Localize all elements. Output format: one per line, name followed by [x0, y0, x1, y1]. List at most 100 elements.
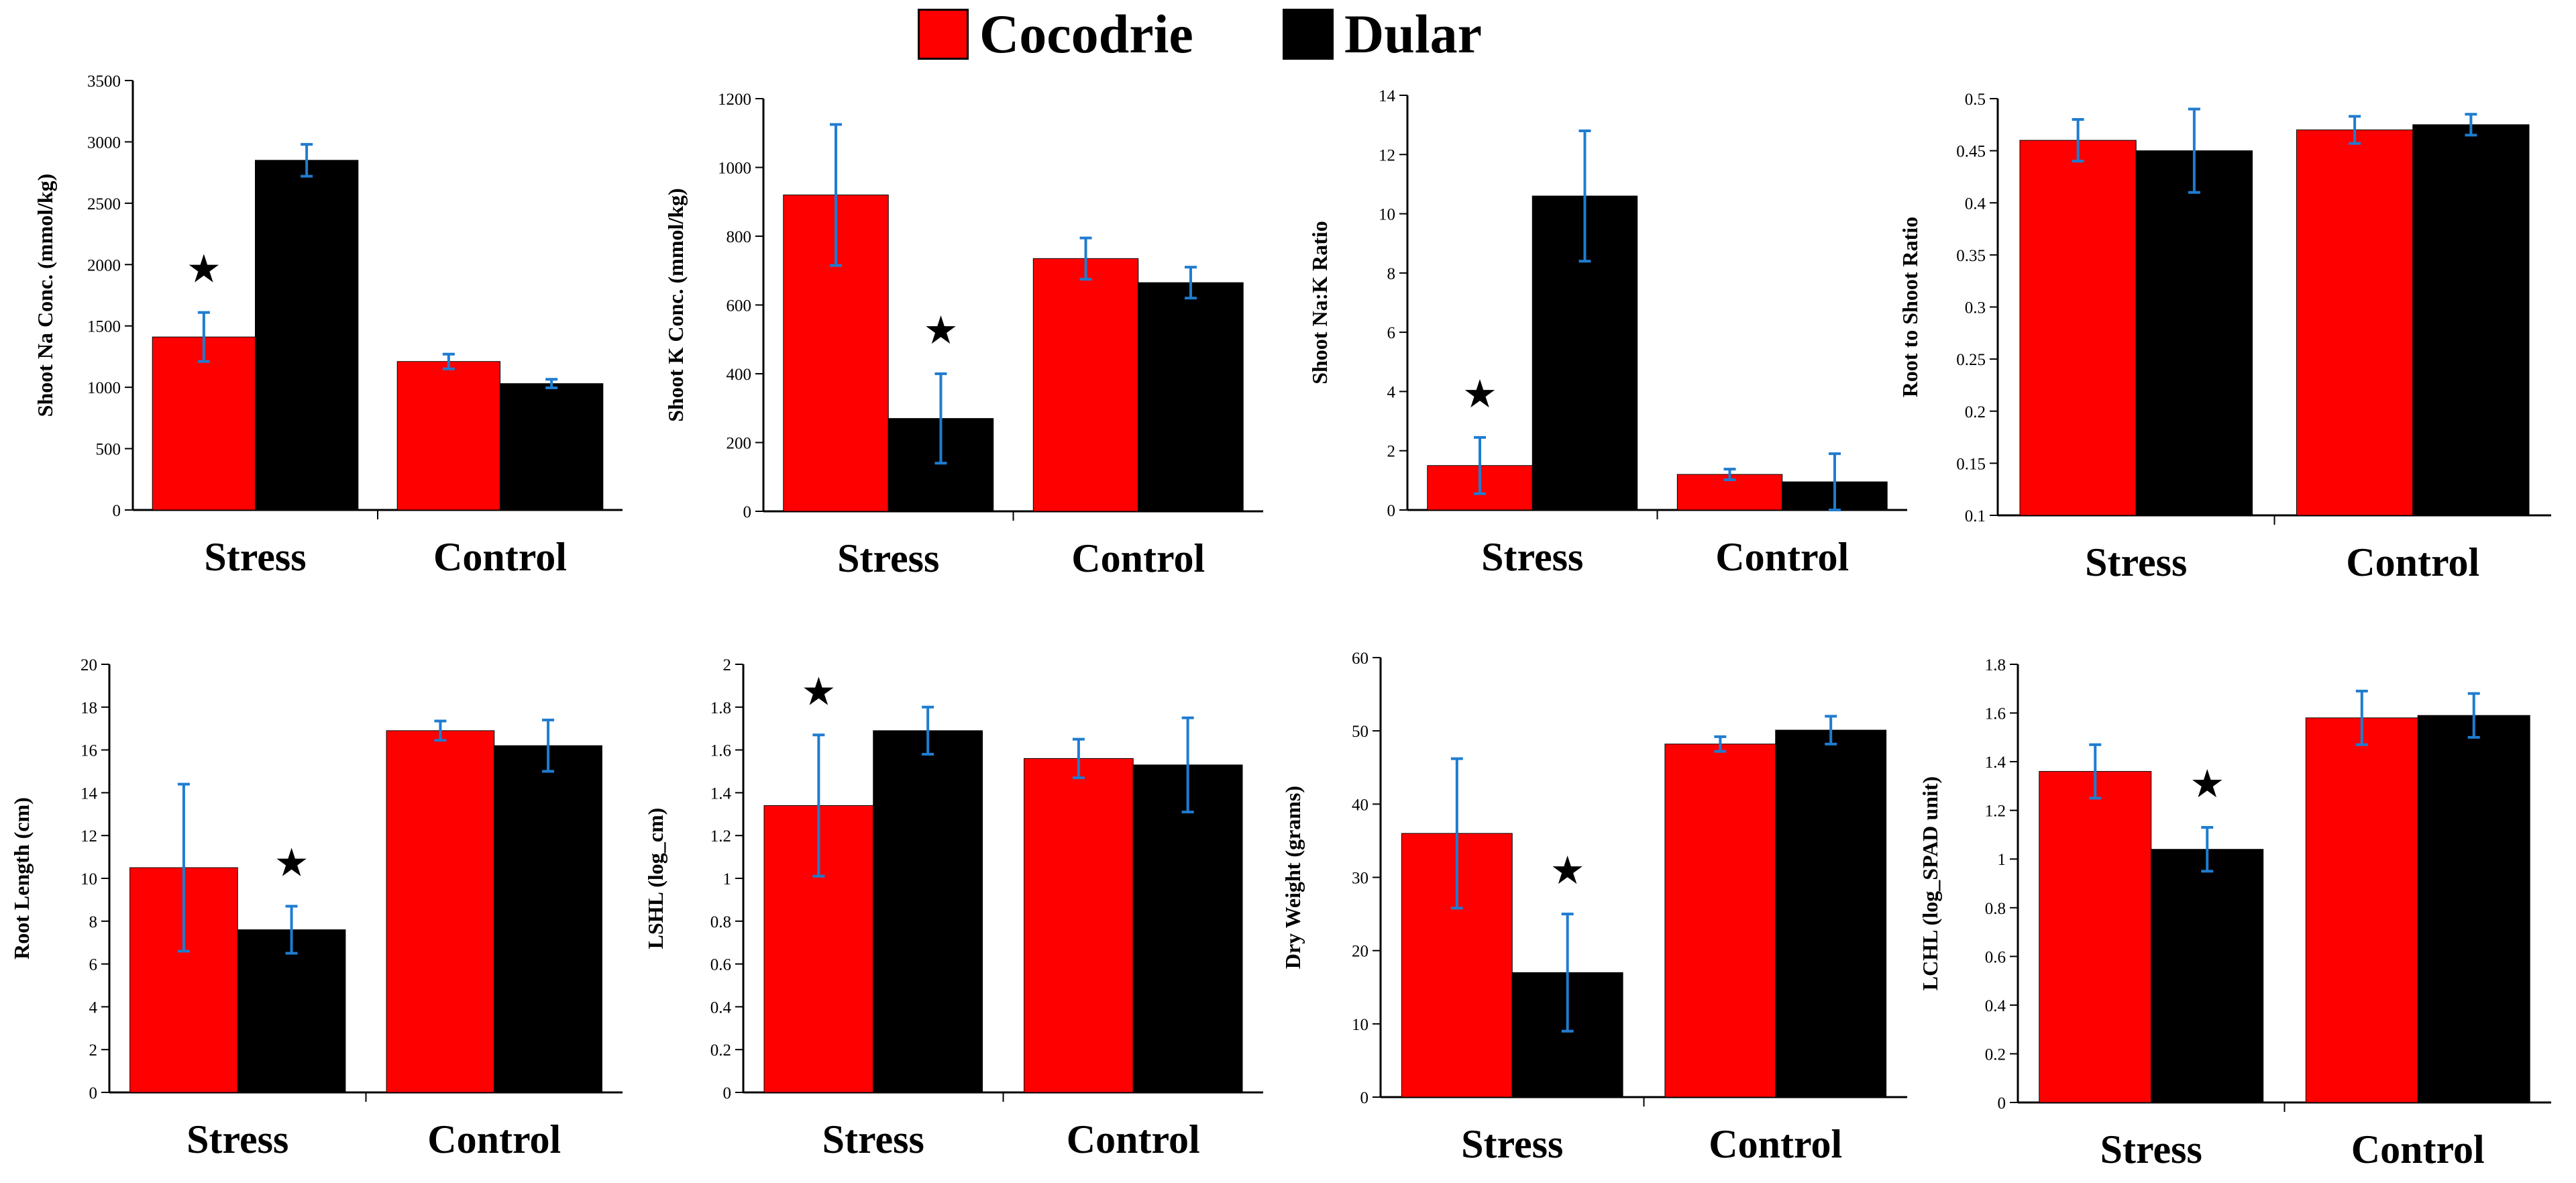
- y-tick-label: 0.6: [710, 956, 731, 974]
- bar-dular-control: [500, 383, 604, 511]
- x-category-label-control: Control: [427, 1117, 561, 1162]
- y-tick-label: 0.35: [1956, 247, 1986, 265]
- y-tick-label: 1.2: [710, 827, 731, 845]
- y-tick-label: 1000: [87, 379, 121, 397]
- y-tick-label: 18: [80, 699, 97, 717]
- x-category-label-stress: Stress: [186, 1117, 288, 1162]
- bar-cocodrie-stress: [2019, 140, 2137, 516]
- y-tick-label: 20: [1352, 943, 1368, 961]
- y-axis-title: Shoot K Conc. (mmol/kg): [663, 188, 688, 421]
- y-tick-label: 0.1: [1965, 507, 1986, 525]
- bar-dular-stress: [2135, 150, 2253, 516]
- x-category-label-stress: Stress: [822, 1117, 924, 1162]
- chart-panel-3: 0 2 4 6 8 10 12 14 Shoot Na:K Ratio Stress Control…: [1307, 87, 1907, 579]
- bar-cocodrie-stress: [2039, 771, 2152, 1103]
- x-category-label-stress: Stress: [1481, 535, 1583, 579]
- y-tick-label: 60: [1352, 650, 1368, 668]
- significance-star: ★: [274, 839, 309, 885]
- y-tick-label: 0: [743, 503, 752, 521]
- x-category-label-stress: Stress: [204, 535, 306, 579]
- y-tick-label: 2: [1387, 443, 1396, 461]
- bar-dular-control: [1132, 764, 1243, 1093]
- y-tick-label: 1.6: [1985, 705, 2006, 723]
- y-tick-label: 0: [1387, 502, 1396, 520]
- chart-panel-8: 0 0.2 0.4 0.6 0.8 1 1.2 1.4 1.6 1.8 LCHL (log_SPAD…: [1918, 656, 2551, 1172]
- chart-panel-2: 0 200 400 600 800 1000 1200 Shoot K Conc. (mmol…: [663, 91, 1263, 580]
- y-tick-label: 6: [89, 956, 98, 974]
- y-tick-label: 500: [96, 441, 121, 459]
- y-tick-label: 600: [727, 297, 752, 315]
- significance-star: ★: [1462, 371, 1497, 417]
- y-tick-label: 0.2: [710, 1041, 731, 1060]
- y-tick-label: 12: [1379, 146, 1395, 164]
- y-tick-label: 10: [1379, 206, 1395, 224]
- bar-cocodrie-control: [396, 361, 501, 511]
- y-tick-label: 0.4: [1985, 997, 2006, 1015]
- bar-cocodrie-control: [2296, 130, 2414, 516]
- x-category-label-control: Control: [2351, 1127, 2485, 1172]
- y-tick-label: 1.4: [1985, 754, 2006, 772]
- y-axis-title: Root Length (cm): [9, 797, 34, 960]
- chart-panel-7: 0 10 20 30 40 50 60 Dry Weight (grams) Stress Con…: [1281, 650, 1907, 1166]
- x-category-label-control: Control: [1067, 1117, 1200, 1162]
- y-tick-label: 2: [723, 656, 732, 674]
- y-tick-label: 6: [1387, 324, 1396, 342]
- chart-panel-4: 0.1 0.15 0.2 0.25 0.3 0.35 0.4 0.45 0.5 Root to S…: [1898, 91, 2551, 584]
- y-tick-label: 14: [1379, 87, 1396, 105]
- y-tick-label: 10: [1352, 1016, 1368, 1034]
- bar-dular-control: [2417, 715, 2530, 1103]
- y-tick-label: 0.4: [1965, 195, 1986, 213]
- y-tick-label: 0.15: [1956, 455, 1986, 473]
- legend-swatch-dular: [1283, 9, 1334, 60]
- bar-cocodrie-control: [2305, 717, 2418, 1103]
- y-axis-title: Dry Weight (grams): [1281, 786, 1305, 969]
- x-category-label-stress: Stress: [2100, 1127, 2202, 1172]
- y-tick-label: 1.4: [710, 784, 732, 803]
- bar-cocodrie-stress: [152, 336, 256, 511]
- x-category-label-stress: Stress: [837, 536, 939, 580]
- significance-star: ★: [923, 307, 958, 353]
- x-category-label-control: Control: [2346, 540, 2479, 584]
- y-axis-title: Shoot Na:K Ratio: [1307, 221, 1332, 384]
- y-tick-label: 30: [1352, 870, 1368, 888]
- y-tick-label: 800: [727, 228, 752, 246]
- significance-star: ★: [186, 246, 221, 292]
- y-tick-label: 3500: [87, 72, 121, 91]
- bar-dular-control: [1138, 282, 1244, 512]
- y-tick-label: 40: [1352, 796, 1368, 814]
- y-tick-label: 0.6: [1985, 948, 2006, 966]
- legend: Cocodrie Dular: [0, 0, 2576, 74]
- y-tick-label: 0: [723, 1084, 732, 1102]
- y-tick-label: 1.2: [1985, 803, 2006, 821]
- y-tick-label: 2: [89, 1041, 98, 1060]
- y-tick-label: 1000: [718, 160, 751, 178]
- y-tick-label: 1.8: [1985, 656, 2006, 674]
- y-tick-label: 1.6: [710, 742, 731, 760]
- y-tick-label: 0: [89, 1084, 98, 1102]
- bar-dular-stress: [873, 730, 983, 1093]
- bar-dular-stress: [255, 160, 359, 511]
- chart-panel-1: 0 500 1000 1500 2000 2500 3000 3500 Shoot Na Con…: [33, 72, 623, 579]
- bar-dular-stress: [237, 929, 346, 1093]
- y-tick-label: 1200: [718, 91, 751, 109]
- y-tick-label: 0.5: [1965, 91, 1986, 109]
- y-tick-label: 1.8: [710, 699, 731, 717]
- bar-cocodrie-control: [386, 730, 495, 1093]
- y-tick-label: 1: [1998, 851, 2006, 869]
- y-tick-label: 3000: [87, 134, 121, 152]
- legend-item-cocodrie: Cocodrie: [918, 7, 1193, 62]
- y-tick-label: 1: [723, 870, 732, 888]
- y-axis-title: Shoot Na Conc. (mmol/kg): [33, 174, 57, 417]
- y-tick-label: 4: [1387, 383, 1396, 401]
- y-tick-label: 16: [80, 742, 97, 760]
- chart-panel-5: 0 2 4 6 8 10 12 14 16 18 20 Root Length (cm) Stress C…: [9, 656, 623, 1162]
- significance-star: ★: [1550, 847, 1585, 893]
- bar-cocodrie-control: [1032, 258, 1139, 512]
- y-tick-label: 2000: [87, 256, 121, 274]
- y-tick-label: 8: [1387, 265, 1396, 283]
- y-tick-label: 0.8: [710, 913, 731, 931]
- bar-dular-control: [494, 745, 602, 1093]
- x-category-label-control: Control: [1071, 536, 1205, 580]
- y-tick-label: 0: [1998, 1094, 2006, 1113]
- x-category-label-stress: Stress: [1461, 1122, 1563, 1166]
